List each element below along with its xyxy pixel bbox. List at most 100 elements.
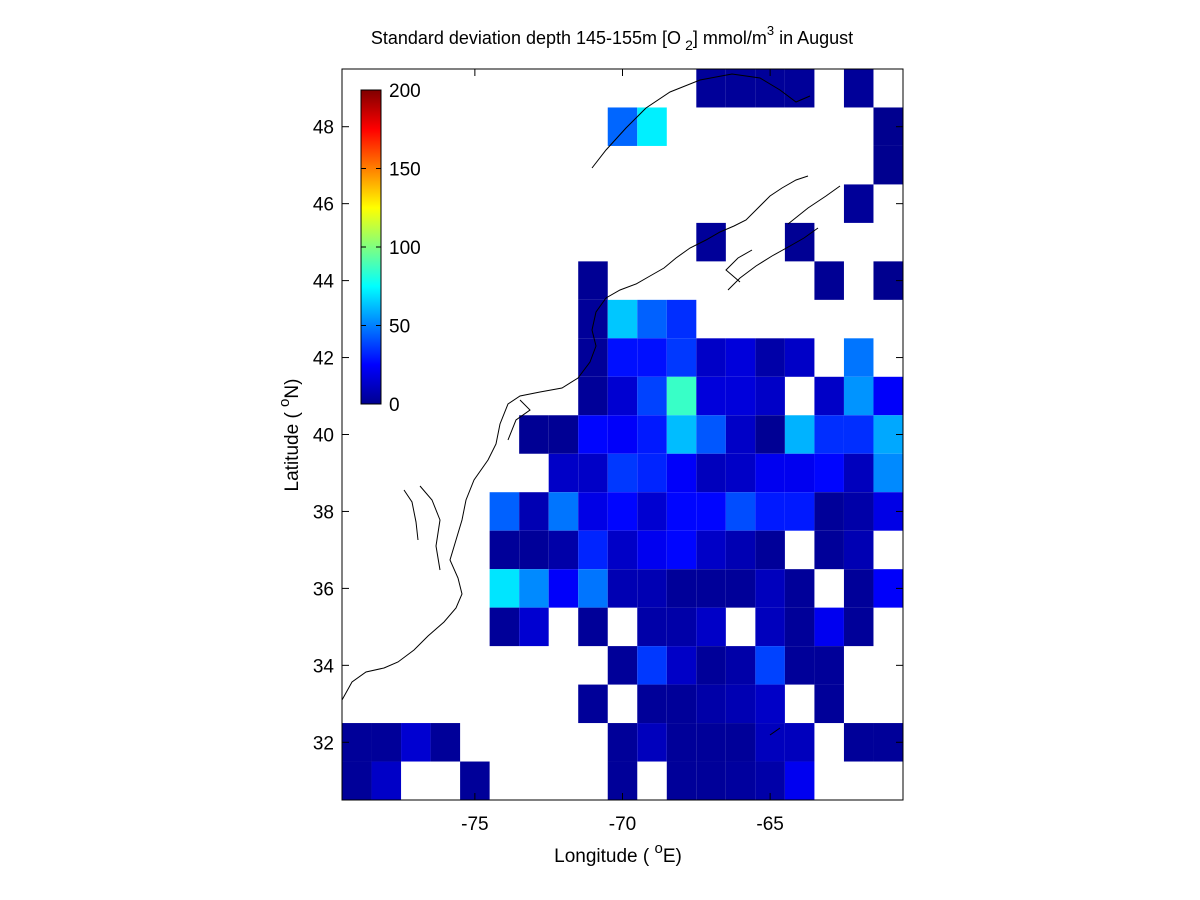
heatmap-cell bbox=[519, 415, 549, 454]
heatmap-cell bbox=[755, 684, 785, 724]
heatmap-cell bbox=[696, 69, 726, 108]
heatmap-cell bbox=[696, 415, 726, 454]
heatmap-cell bbox=[548, 492, 579, 531]
heatmap-cell bbox=[755, 453, 785, 493]
heatmap-cell bbox=[696, 761, 726, 800]
heatmap-cell bbox=[784, 222, 815, 262]
heatmap-cell bbox=[607, 569, 638, 608]
y-tick-label: 48 bbox=[313, 118, 334, 139]
heatmap-cell bbox=[637, 646, 667, 685]
y-tick-label: 36 bbox=[313, 579, 334, 600]
heatmap-cell bbox=[607, 530, 638, 570]
heatmap-cell bbox=[637, 492, 667, 531]
heatmap-cell bbox=[637, 338, 667, 377]
colorbar-tick-label: 100 bbox=[389, 238, 421, 259]
colorbar: 0 50 100 150 200 bbox=[360, 81, 421, 416]
heatmap-cell bbox=[578, 376, 608, 416]
heatmap-cell bbox=[637, 530, 667, 570]
heatmap-cell bbox=[814, 376, 844, 416]
heatmap-cell bbox=[725, 684, 756, 724]
heatmap-cell bbox=[696, 607, 726, 647]
heatmap-cell bbox=[755, 569, 785, 608]
heatmap-cell bbox=[784, 761, 815, 800]
heatmap-cell bbox=[843, 69, 874, 108]
heatmap-cell bbox=[843, 723, 874, 762]
heatmap-cell bbox=[666, 607, 697, 647]
heatmap-cell bbox=[814, 453, 844, 493]
heatmap-cell bbox=[696, 338, 726, 377]
heatmap-cell bbox=[637, 107, 667, 146]
heatmap-cell bbox=[489, 530, 520, 570]
heatmap-cell bbox=[843, 569, 874, 608]
heatmap-cell bbox=[696, 492, 726, 531]
heatmap-cell bbox=[666, 646, 697, 685]
heatmap-cell bbox=[755, 723, 785, 762]
y-tick-label: 40 bbox=[313, 426, 334, 447]
colorbar-tick-label: 50 bbox=[389, 317, 410, 338]
heatmap-cell bbox=[666, 492, 697, 531]
heatmap-cell bbox=[725, 569, 756, 608]
heatmap-cell bbox=[637, 299, 667, 339]
heatmap-cell bbox=[843, 338, 874, 377]
heatmap-cell bbox=[607, 646, 638, 685]
heatmap-cell bbox=[666, 299, 697, 339]
heatmap-cell bbox=[666, 569, 697, 608]
x-tick-label: -65 bbox=[756, 814, 783, 835]
heatmap-cell bbox=[578, 415, 608, 454]
heatmap-cell bbox=[607, 415, 638, 454]
colorbar-ticks: 0 50 100 150 200 bbox=[361, 81, 421, 416]
heatmap-cell bbox=[725, 338, 756, 377]
heatmap-cell bbox=[814, 415, 844, 454]
x-axis-title: Longitude ( oE) bbox=[554, 840, 682, 867]
colorbar-tick-label: 0 bbox=[389, 395, 400, 416]
heatmap-cell bbox=[666, 453, 697, 493]
heatmap-cell bbox=[843, 530, 874, 570]
heatmap-cell bbox=[784, 569, 815, 608]
heatmap-cell bbox=[784, 453, 815, 493]
heatmap-cell bbox=[371, 723, 402, 762]
heatmap-cell bbox=[873, 145, 903, 185]
heatmap-cell bbox=[607, 453, 638, 493]
x-tick-label: -70 bbox=[609, 814, 636, 835]
heatmap-cell bbox=[607, 723, 638, 762]
y-tick-label: 32 bbox=[313, 733, 334, 754]
heatmap-cell bbox=[489, 569, 520, 608]
coastline bbox=[341, 73, 841, 736]
heatmap-cell bbox=[696, 530, 726, 570]
heatmap-cell bbox=[755, 646, 785, 685]
heatmap-cell bbox=[666, 338, 697, 377]
heatmap-cell bbox=[637, 607, 667, 647]
heatmap-cell bbox=[666, 723, 697, 762]
heatmap-cell bbox=[843, 376, 874, 416]
heatmap-cell bbox=[814, 684, 844, 724]
heatmap-cell bbox=[578, 569, 608, 608]
heatmap-cell bbox=[548, 415, 579, 454]
heatmap-cell bbox=[519, 569, 549, 608]
heatmap-cell bbox=[843, 453, 874, 493]
x-tick-label: -75 bbox=[461, 814, 488, 835]
heatmap-cell bbox=[578, 453, 608, 493]
y-tick-label: 42 bbox=[313, 349, 334, 370]
heatmap-cell bbox=[725, 492, 756, 531]
chart-title: Standard deviation depth 145-155m [O 2] m… bbox=[371, 23, 853, 53]
heatmap-cell bbox=[814, 492, 844, 531]
heatmap-cell bbox=[637, 415, 667, 454]
heatmap-cell bbox=[519, 530, 549, 570]
heatmap-cell bbox=[725, 415, 756, 454]
heatmap-cells bbox=[342, 69, 903, 800]
heatmap-cell bbox=[548, 569, 579, 608]
y-tick-label: 46 bbox=[313, 195, 334, 216]
heatmap-cell bbox=[607, 376, 638, 416]
heatmap-cell bbox=[607, 107, 638, 146]
heatmap-cell bbox=[784, 338, 815, 377]
heatmap-cell bbox=[666, 761, 697, 800]
heatmap-cell bbox=[607, 338, 638, 377]
heatmap-cell bbox=[755, 415, 785, 454]
colorbar-tick-label: 200 bbox=[389, 81, 421, 102]
heatmap-cell bbox=[696, 684, 726, 724]
heatmap-cell bbox=[666, 415, 697, 454]
heatmap-cell bbox=[519, 607, 549, 647]
heatmap-cell bbox=[578, 261, 608, 300]
heatmap-cell bbox=[371, 761, 402, 800]
